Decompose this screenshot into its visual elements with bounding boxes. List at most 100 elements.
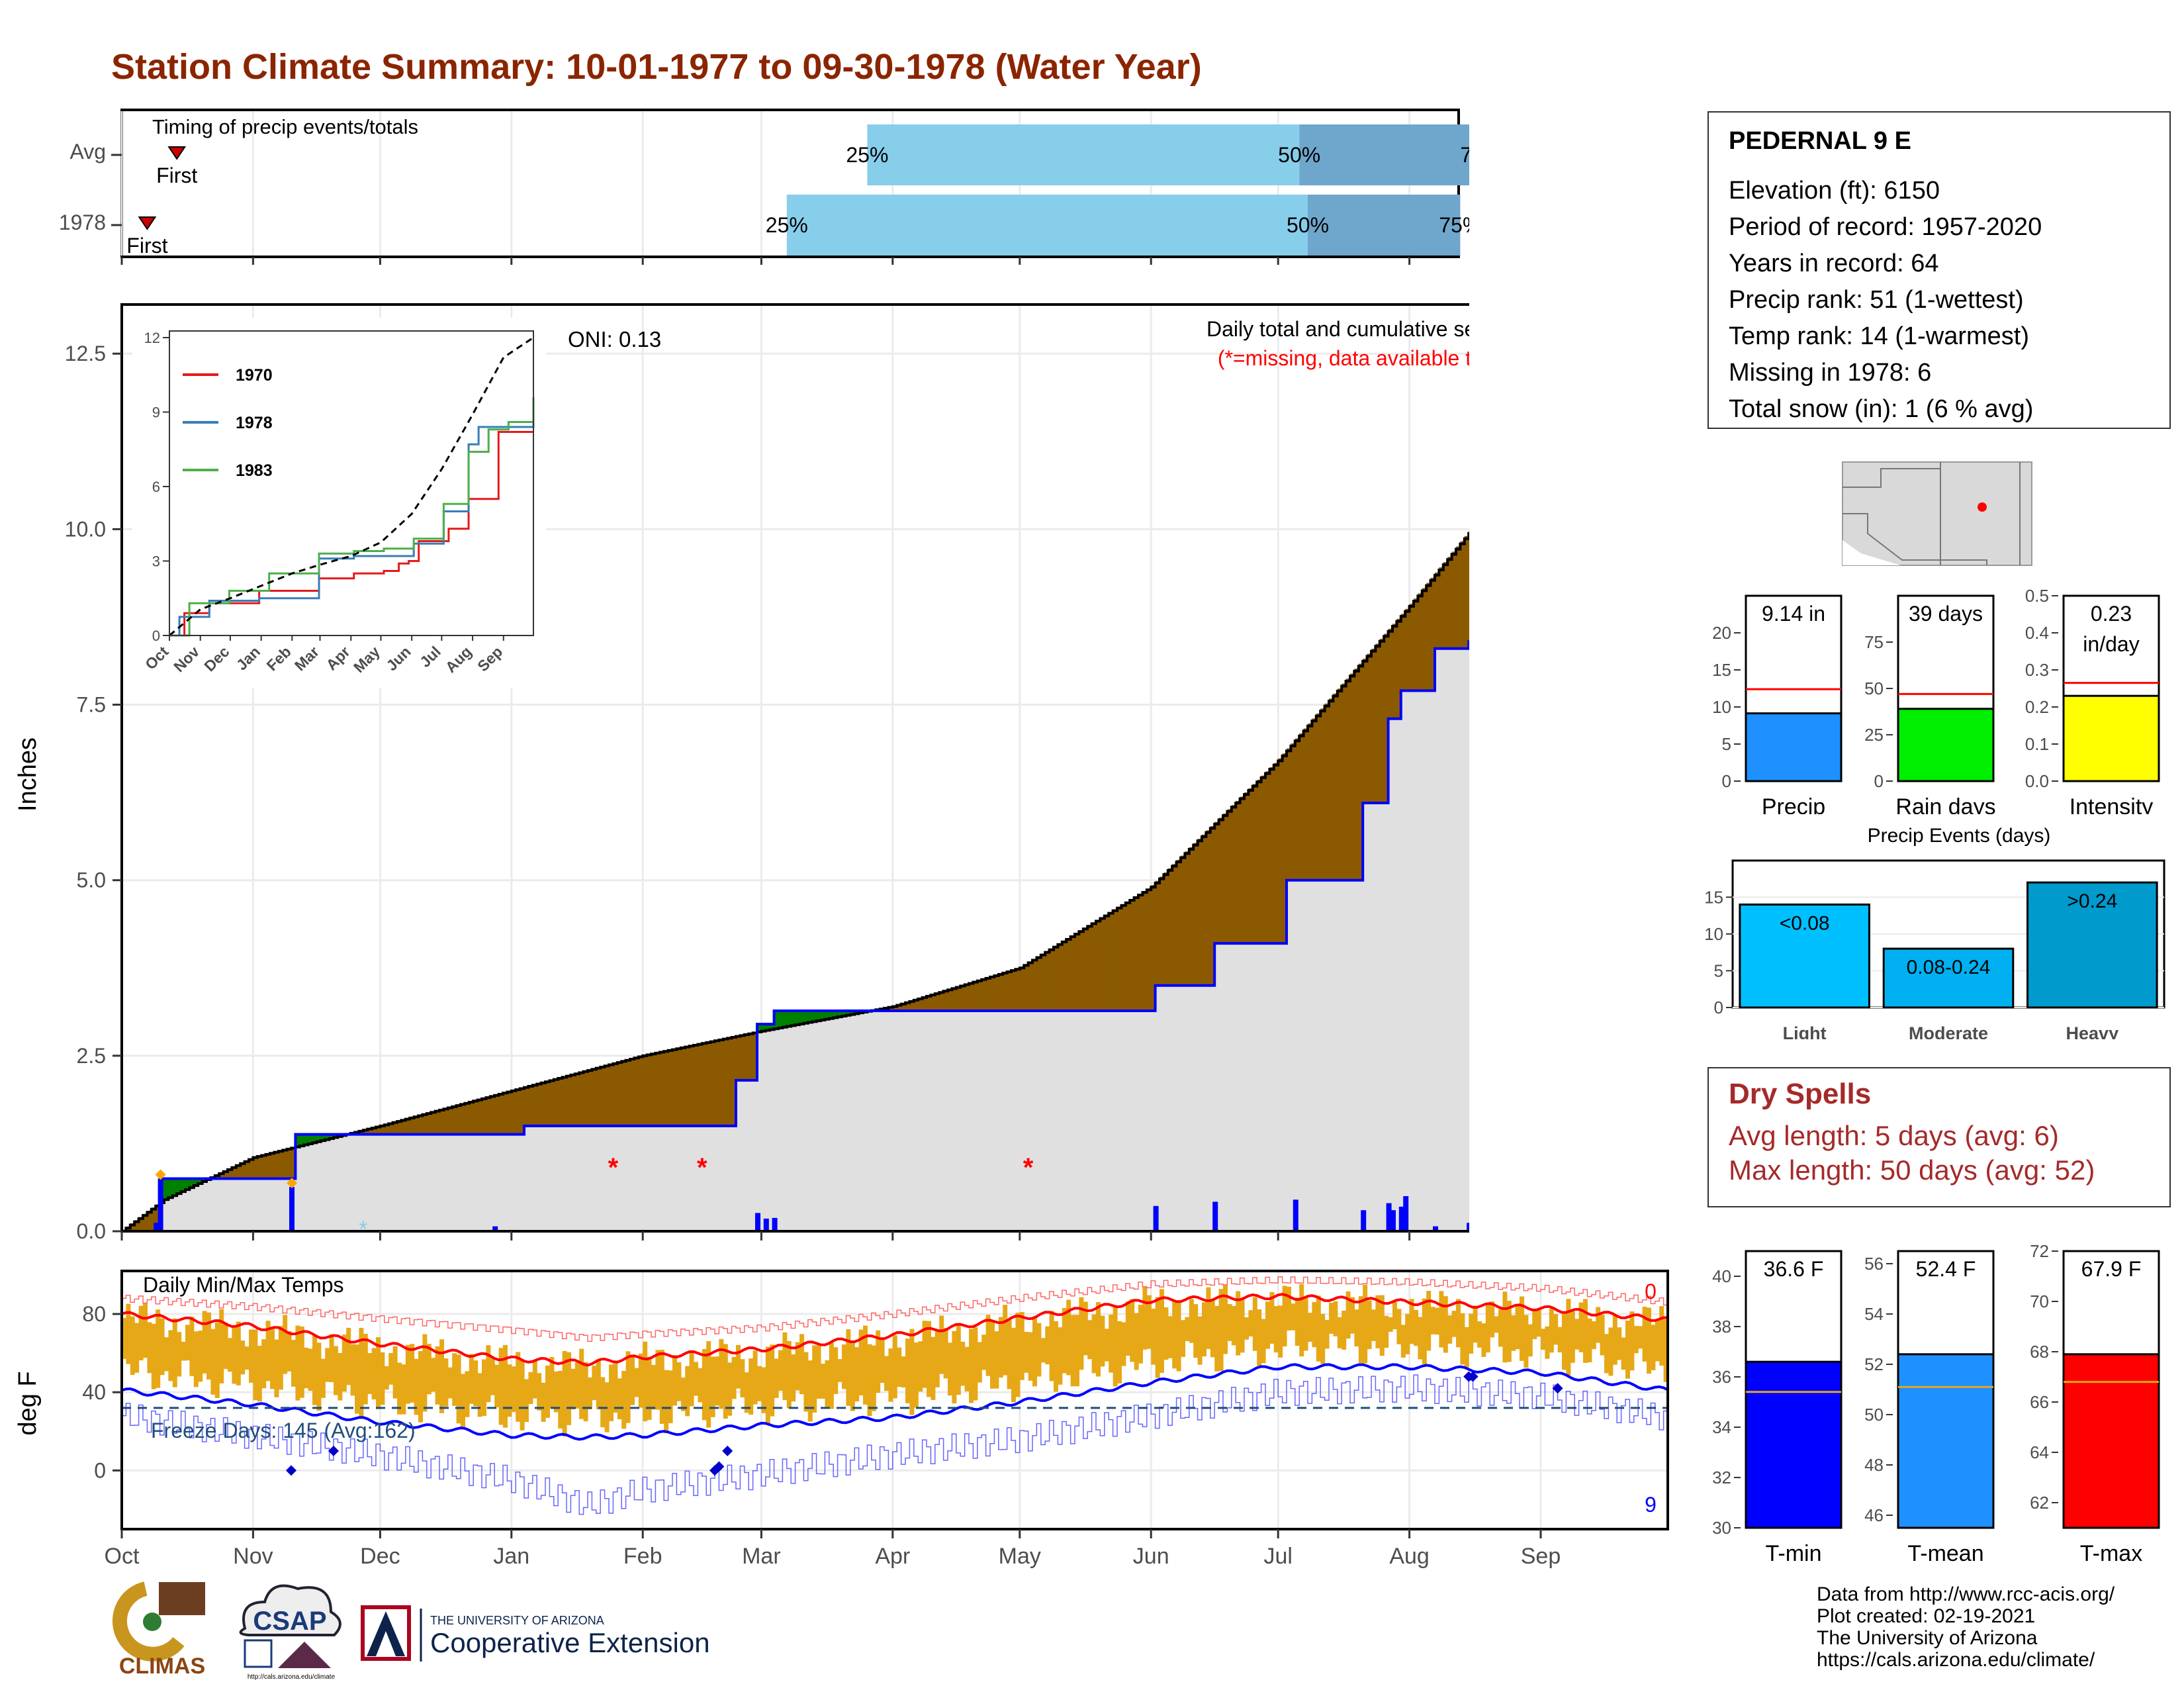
daily-temp-range <box>1011 1327 1016 1403</box>
daily-temp-range <box>1007 1319 1012 1389</box>
daily-temp-range <box>287 1331 292 1372</box>
deficit-band <box>1125 901 1130 1011</box>
daily-temp-range <box>1422 1298 1427 1364</box>
dry-spells-avg: Avg length: 5 days (avg: 6) <box>1729 1120 2059 1151</box>
events-ytick-label: 5 <box>1714 961 1723 980</box>
daily-temp-range <box>1608 1327 1614 1376</box>
deficit-band <box>1388 628 1393 719</box>
daily-temp-range <box>355 1344 359 1414</box>
daily-temp-range <box>1312 1301 1317 1348</box>
deficit-band <box>659 1051 664 1126</box>
deficit-band <box>1439 567 1444 649</box>
deficit-band <box>990 976 995 1011</box>
deficit-band <box>278 1150 283 1179</box>
summary-ytick-label: 15 <box>1712 660 1731 680</box>
summary-value-label: 67.9 F <box>2081 1257 2142 1281</box>
avg-min-line <box>121 1363 1668 1441</box>
month-label: Apr <box>875 1544 910 1569</box>
daily-temp-range <box>1485 1303 1490 1353</box>
daily-temp-range <box>1549 1308 1554 1353</box>
daily-temp-range <box>567 1352 571 1425</box>
deficit-band <box>1384 633 1389 804</box>
precip-ytick-label: 5.0 <box>77 868 106 892</box>
daily-temp-range <box>1252 1297 1257 1351</box>
daily-temp-range <box>1231 1305 1236 1346</box>
summary-bar-fill <box>1897 708 1995 782</box>
daily-temp-range <box>469 1354 474 1404</box>
deficit-band <box>1405 608 1410 691</box>
daily-temp-range <box>1202 1302 1206 1357</box>
surplus-band <box>765 1024 770 1030</box>
climas-shape <box>159 1582 205 1615</box>
daily-temp-range <box>888 1348 893 1402</box>
daily-temp-range <box>948 1342 952 1396</box>
deficit-band <box>405 1118 410 1135</box>
daily-temp-range <box>338 1352 343 1401</box>
daily-precip-bar <box>1467 1223 1469 1231</box>
deficit-band <box>1316 713 1321 880</box>
deficit-band <box>1418 593 1423 691</box>
daily-temp-range <box>846 1329 851 1406</box>
timing-bar-50-75 <box>1308 195 1461 256</box>
climas-arc <box>112 1581 185 1662</box>
station-location-marker <box>1978 502 1987 512</box>
daily-temp-range <box>418 1350 423 1423</box>
summary-ytick-label: 0.5 <box>2025 586 2049 606</box>
deficit-band <box>918 998 923 1011</box>
daily-temp-range <box>384 1366 389 1390</box>
deficit-band <box>888 1007 893 1011</box>
deficit-band <box>397 1121 402 1135</box>
surplus-band <box>791 1010 796 1025</box>
deficit-band <box>265 1154 271 1179</box>
daily-temp-range <box>219 1309 224 1383</box>
deficit-band <box>1146 888 1152 1011</box>
daily-temp-range <box>1214 1305 1220 1372</box>
precip-ytick-label: 0.0 <box>77 1219 106 1243</box>
daily-temp-range <box>600 1377 606 1428</box>
daily-temp-range <box>1223 1285 1228 1354</box>
daily-temp-range <box>134 1323 140 1373</box>
daily-temp-range <box>1527 1324 1533 1357</box>
surplus-band <box>803 1010 809 1023</box>
daily-temp-range <box>1469 1313 1474 1354</box>
daily-temp-range <box>249 1329 253 1383</box>
daily-temp-range <box>1498 1309 1503 1347</box>
station-years: Years in record: 64 <box>1729 250 1939 277</box>
daily-temp-range <box>316 1342 322 1411</box>
deficit-band <box>706 1042 711 1126</box>
deficit-band <box>477 1099 482 1135</box>
precip-legend-sub: (*=missing, data available through 1978-… <box>1218 346 1469 370</box>
deficit-band <box>503 1092 508 1135</box>
deficit-band <box>994 974 999 1011</box>
summary-bar-label: Intensity <box>2070 794 2154 814</box>
freeze-days-label: Freeze Days: 145 (Avg:162) <box>151 1419 416 1442</box>
daily-temp-range <box>643 1341 648 1422</box>
daily-temp-range <box>308 1348 313 1391</box>
daily-temp-range <box>596 1359 601 1410</box>
daily-temp-range <box>1160 1289 1164 1373</box>
daily-temp-range <box>435 1346 440 1405</box>
daily-temp-range <box>803 1352 809 1412</box>
daily-temp-range <box>295 1325 300 1401</box>
deficit-band <box>1396 618 1402 719</box>
summary-value-label: 52.4 F <box>1916 1257 1976 1281</box>
daily-temp-range <box>1091 1314 1097 1374</box>
daily-temp-range <box>1040 1338 1046 1363</box>
daily-temp-range <box>1244 1317 1249 1340</box>
deficit-band <box>1261 775 1266 944</box>
surplus-band <box>320 1134 326 1141</box>
daily-temp-range <box>685 1366 690 1417</box>
daily-temp-range <box>1430 1307 1435 1335</box>
deficit-band <box>579 1072 584 1126</box>
deficit-band <box>456 1105 461 1135</box>
daily-temp-range <box>871 1345 876 1411</box>
deficit-band <box>283 1149 288 1179</box>
record-max-line <box>122 1276 1668 1342</box>
month-label: May <box>999 1544 1041 1569</box>
daily-temp-range <box>617 1378 622 1419</box>
deficit-band <box>384 1124 389 1135</box>
daily-temp-range <box>799 1334 804 1395</box>
deficit-band <box>643 1055 648 1126</box>
daily-temp-range <box>744 1372 749 1413</box>
daily-temp-range <box>1117 1321 1122 1383</box>
